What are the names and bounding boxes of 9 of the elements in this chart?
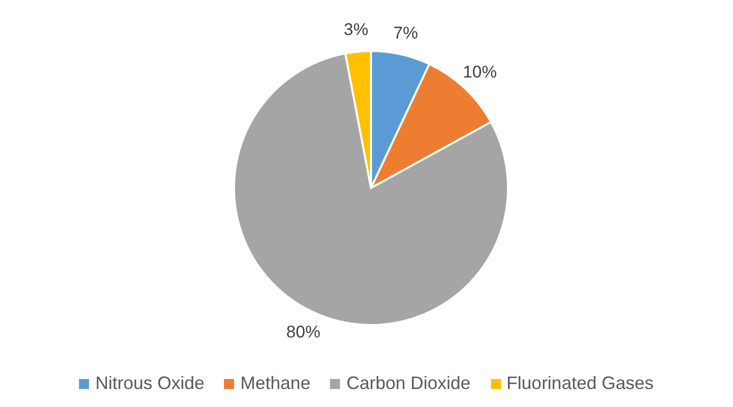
data-label: 3%: [344, 20, 368, 40]
data-label: 80%: [286, 322, 320, 342]
legend-label: Nitrous Oxide: [94, 373, 204, 394]
legend-label: Fluorinated Gases: [506, 373, 654, 394]
data-label: 7%: [393, 23, 418, 42]
pie-slice: [233, 52, 509, 326]
legend-label: Methane: [239, 373, 310, 394]
data-label: 10%: [462, 62, 497, 82]
legend-label: Carbon Dioxide: [345, 373, 471, 394]
